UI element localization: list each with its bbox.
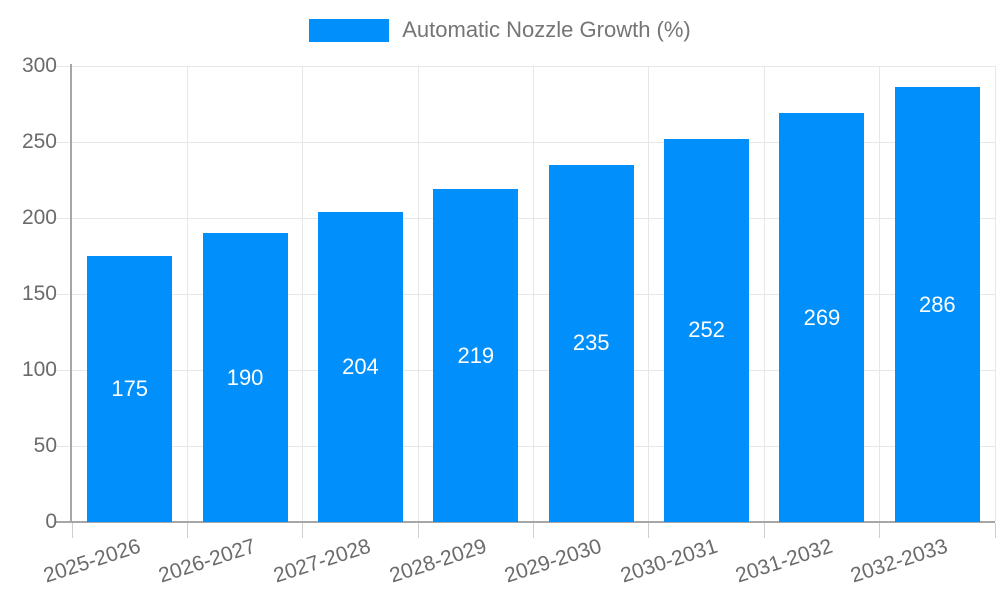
gridline-x-1: [186, 66, 188, 522]
bar-value-label: 175: [111, 376, 149, 401]
gridline-x-4: [533, 66, 534, 522]
bar-2025-2026[interactable]: 175: [87, 256, 173, 522]
gridline-x-5: [648, 66, 650, 522]
gridline-x-2: [302, 66, 304, 522]
x-axis-tick: [186, 523, 188, 538]
bar-2032-2033[interactable]: 286: [894, 87, 980, 522]
gridline-y-100: [56, 369, 995, 371]
y-tick-label-250: 250: [21, 130, 57, 153]
bar-value-label: 204: [342, 353, 379, 379]
bar-value-label: 235: [572, 330, 610, 356]
gridline-x-6: [763, 66, 765, 522]
y-axis-line: [70, 64, 72, 522]
gridline-y-300: [56, 65, 995, 67]
bar-value-label: 219: [457, 342, 495, 368]
y-tick-label-200: 200: [21, 206, 57, 229]
bar-value-label: 286: [918, 291, 956, 317]
bar-value-label: 269: [803, 304, 841, 330]
bar-value-label: 190: [226, 364, 264, 390]
chart-legend[interactable]: Automatic Nozzle Growth (%): [0, 17, 1000, 43]
y-tick-label-50: 50: [33, 434, 57, 457]
y-tick-label-0: 0: [45, 510, 57, 533]
x-axis-tick: [763, 523, 765, 538]
legend-swatch-icon: [309, 18, 390, 42]
x-axis-tick: [417, 523, 419, 538]
x-axis-tick: [879, 523, 881, 538]
gridline-x-7: [879, 66, 881, 522]
gridline-y-50: [56, 445, 995, 447]
x-axis-tick: [648, 523, 650, 538]
legend-label: Automatic Nozzle Growth (%): [402, 17, 691, 42]
bar-2031-2032[interactable]: 269: [779, 113, 865, 522]
x-axis-line: [56, 521, 995, 523]
x-axis-tick: [994, 523, 996, 538]
bar-2028-2029[interactable]: 219: [433, 189, 519, 522]
bar-2029-2030[interactable]: 235: [548, 164, 634, 522]
y-tick-label-100: 100: [21, 358, 57, 381]
gridline-y-150: [56, 293, 995, 295]
plot-area: 175 190 204 219 235 252 269 286: [72, 66, 995, 522]
x-axis-tick: [71, 523, 73, 538]
y-tick-label-150: 150: [21, 282, 57, 305]
gridline-y-250: [56, 141, 995, 143]
bar-2026-2027[interactable]: 190: [202, 233, 288, 522]
gridline-x-8: [994, 66, 996, 522]
bar-2030-2031[interactable]: 252: [664, 138, 750, 522]
bar-value-label: 252: [688, 317, 725, 343]
x-axis-tick: [302, 523, 304, 538]
gridline-x-3: [417, 66, 419, 522]
y-tick-label-300: 300: [21, 54, 57, 77]
x-axis-tick: [533, 523, 534, 538]
gridline-y-200: [56, 217, 995, 219]
bar-2027-2028[interactable]: 204: [317, 211, 403, 522]
